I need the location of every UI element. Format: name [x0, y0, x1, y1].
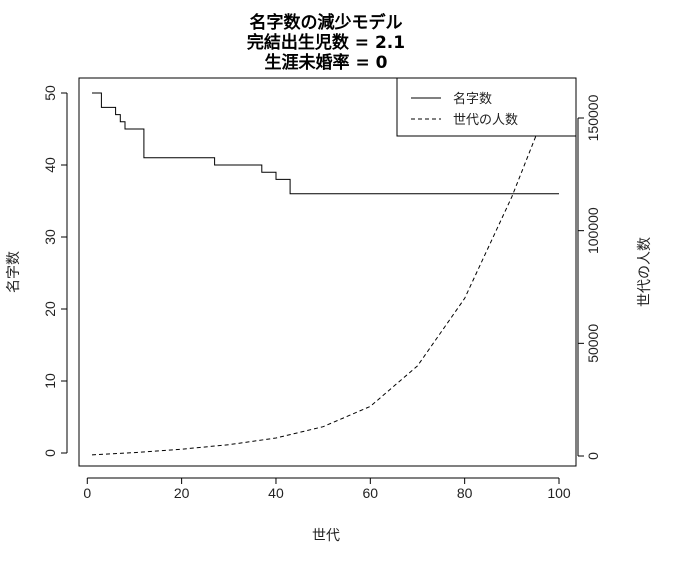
y-axis-right-label: 世代の人数	[637, 237, 653, 307]
y-left-tick-label: 50	[42, 85, 58, 101]
y-right-tick-label: 0	[585, 452, 601, 460]
series-line-surnames	[92, 92, 559, 195]
y-left-tick-label: 40	[42, 157, 58, 173]
x-tick-label: 80	[457, 485, 473, 501]
y-left-tick-label: 30	[42, 229, 58, 245]
x-axis: 0 20 40 60 80 100	[83, 477, 571, 501]
y-left-tick-label: 10	[42, 373, 58, 389]
y-axis-left: 0 10 20 30 40 50	[42, 85, 68, 457]
x-tick-label: 60	[363, 485, 379, 501]
legend-label-population: 世代の人数	[453, 113, 518, 128]
y-right-tick-label: 50000	[585, 324, 601, 363]
x-axis-label: 世代	[312, 528, 340, 544]
x-tick-label: 100	[547, 485, 571, 501]
y-right-tick-label: 150000	[585, 94, 601, 141]
y-right-tick-label: 100000	[585, 207, 601, 254]
x-tick-label: 0	[83, 485, 91, 501]
y-axis-left-label: 名字数	[6, 251, 22, 293]
legend: 名字数 世代の人数	[396, 77, 577, 137]
plot-area	[78, 77, 577, 467]
chart-title-line-3: 生涯未婚率 = 0	[265, 52, 388, 73]
series-layer	[91, 92, 559, 456]
x-tick-label: 20	[174, 485, 190, 501]
legend-box	[396, 77, 577, 137]
chart-title: 名字数の減少モデル 完結出生児数 = 2.1 生涯未婚率 = 0	[247, 12, 405, 73]
chart-title-line-2: 完結出生児数 = 2.1	[247, 32, 405, 53]
y-left-tick-label: 20	[42, 301, 58, 317]
y-axis-right: 0 50000 100000 150000	[577, 94, 601, 460]
legend-label-surnames: 名字数	[453, 91, 492, 107]
x-tick-label: 40	[268, 485, 284, 501]
y-left-tick-label: 0	[42, 449, 58, 457]
chart-title-line-1: 名字数の減少モデル	[250, 12, 403, 33]
series-line-population	[91, 113, 546, 456]
